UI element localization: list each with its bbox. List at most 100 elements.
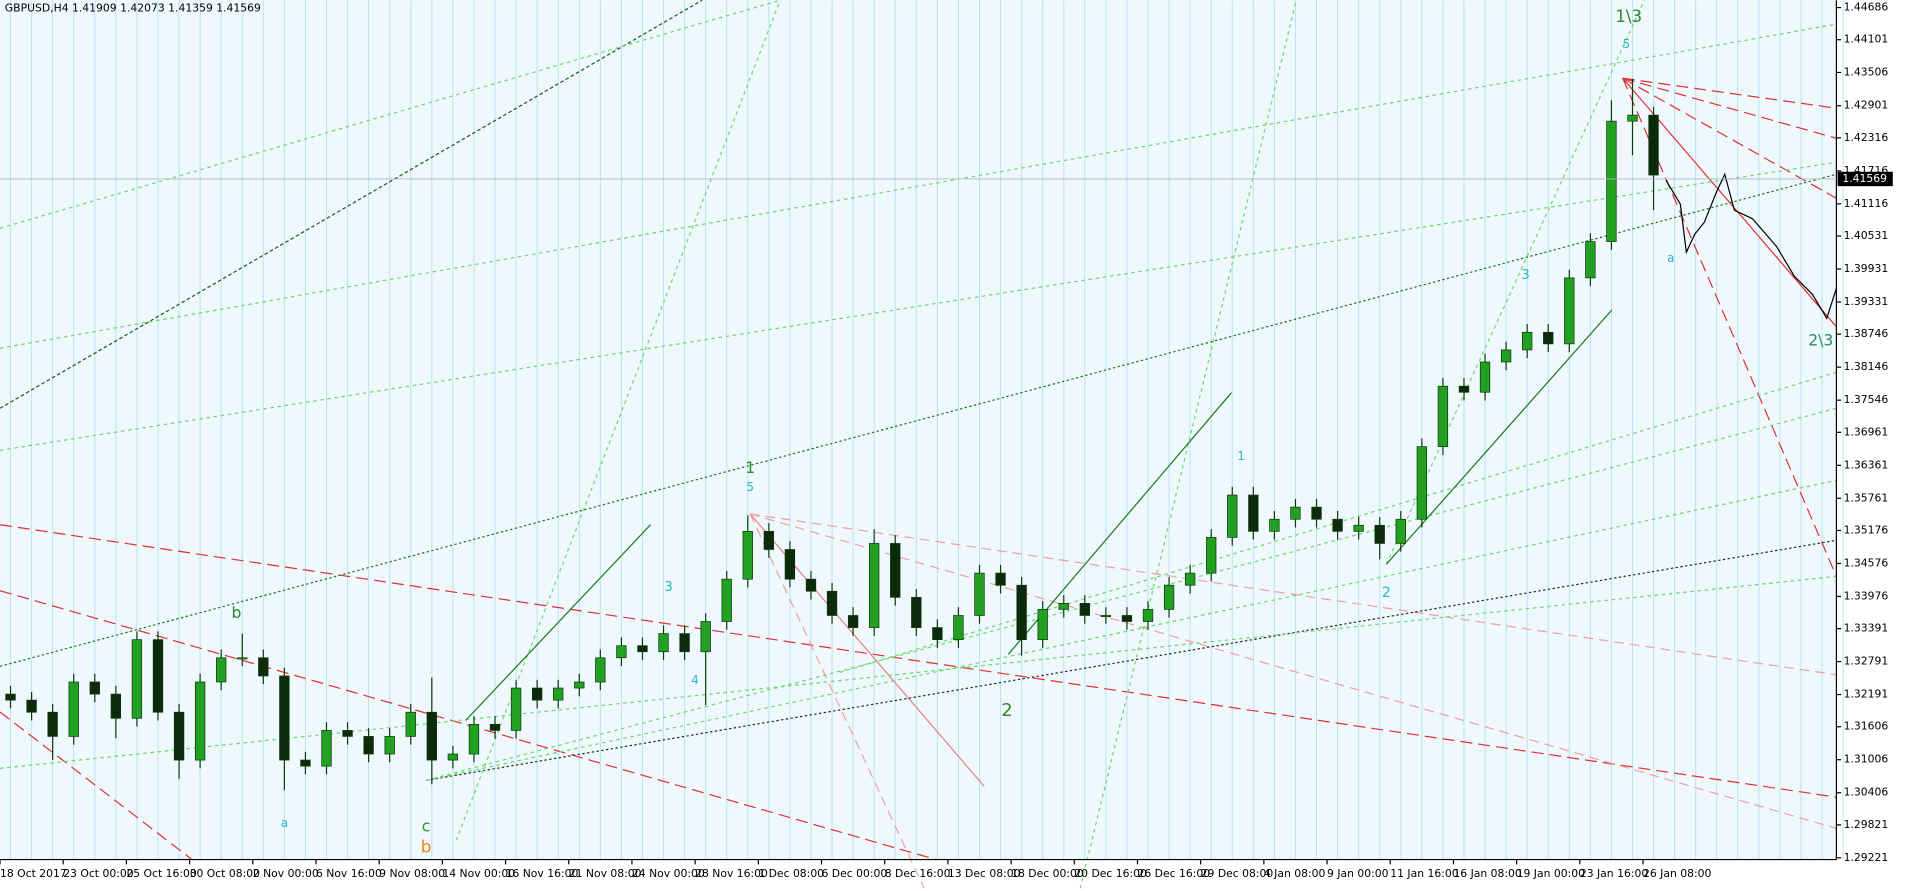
candle-body [173, 711, 185, 761]
candle-body [1353, 524, 1364, 532]
candle-body [1543, 331, 1554, 345]
forecast-path [1665, 172, 1837, 320]
candle-body [637, 645, 648, 653]
x-tick-label: 21 Nov 08:00 [569, 867, 642, 880]
y-tick-label: 1.40531 [1844, 229, 1889, 242]
candle-body [279, 675, 290, 761]
wave-label: 3 [1521, 268, 1529, 283]
candle-body [616, 645, 627, 659]
y-tick-label: 1.35176 [1844, 523, 1889, 536]
trend-line [455, 0, 781, 841]
x-tick-label: 16 Jan 08:00 [1453, 867, 1521, 880]
x-tick-label: 1 Dec 08:00 [758, 867, 824, 880]
candle-body [447, 753, 459, 761]
candle-body [237, 657, 248, 660]
candle-body [574, 681, 585, 689]
candle-body [742, 530, 753, 580]
y-tick-label: 1.36961 [1844, 425, 1889, 438]
y-tick-label: 1.41116 [1844, 197, 1889, 210]
candle-body [510, 687, 522, 731]
wave-label: 3 [664, 580, 672, 595]
wave-label: 1\3 [1615, 6, 1642, 26]
y-tick-label: 1.39931 [1844, 262, 1889, 275]
x-tick-label: 13 Dec 08:00 [948, 867, 1021, 880]
x-tick-label: 4 Jan 08:00 [1264, 867, 1326, 880]
candles [5, 78, 1659, 791]
trend-line [0, 23, 1837, 349]
y-tick-label: 1.43506 [1844, 65, 1889, 78]
candle-body [763, 530, 775, 550]
trend-line [0, 575, 1837, 769]
x-tick-label: 25 Oct 16:00 [126, 867, 197, 880]
chart-title: GBPUSD,H4 1.41909 1.42073 1.41359 1.4156… [5, 2, 261, 15]
x-tick-label: 20 Dec 16:00 [1074, 867, 1147, 880]
trend-line [0, 0, 781, 229]
candle-body [1479, 361, 1491, 393]
wave-label: 5 [746, 480, 754, 494]
trend-line [425, 407, 1837, 781]
candle-body [89, 681, 100, 695]
candle-body [1522, 331, 1533, 351]
candle-body [1416, 446, 1428, 520]
candle-body [152, 639, 164, 713]
candle-body [1269, 518, 1280, 532]
trend-line [0, 524, 1837, 798]
trend-line [1385, 309, 1613, 565]
wave-label: 1 [1237, 449, 1245, 463]
candle-body [784, 549, 796, 580]
candle-body [1311, 506, 1322, 520]
x-tick-label: 9 Jan 00:00 [1327, 867, 1389, 880]
y-tick-label: 1.30406 [1844, 786, 1889, 799]
wave-label: a [281, 816, 288, 830]
x-tick-label: 24 Nov 00:00 [632, 867, 705, 880]
trend-line [750, 513, 1837, 676]
candle-body [489, 723, 501, 731]
candle-body [1564, 277, 1575, 345]
trend-line [1079, 0, 1297, 889]
trend-line [425, 539, 1837, 781]
candle-body [258, 657, 269, 677]
candle-body [110, 693, 122, 719]
trend-line [425, 479, 1837, 781]
trend-line [0, 590, 937, 861]
y-tick-label: 1.44101 [1844, 33, 1889, 46]
candle-body [1585, 241, 1596, 279]
x-tick-label: 18 Dec 00:00 [1011, 867, 1084, 880]
trend-line [1622, 77, 1837, 139]
candle-body [995, 572, 1006, 586]
candle-body [131, 639, 143, 719]
candle-body [911, 596, 922, 628]
trend-line [749, 513, 925, 889]
y-tick-label: 1.35761 [1844, 491, 1889, 504]
current-price-box [1837, 171, 1893, 187]
candle-body [974, 572, 985, 616]
y-tick-label: 1.37546 [1844, 393, 1889, 406]
candle-body [1648, 114, 1659, 176]
candle-body [194, 681, 206, 761]
x-tick-label: 14 Nov 00:00 [442, 867, 515, 880]
candle-body [1458, 385, 1470, 393]
candle-body [1395, 518, 1406, 544]
x-tick-label: 9 Nov 08:00 [379, 867, 445, 880]
candle-body [1606, 120, 1617, 242]
candle-body [679, 633, 690, 653]
candle-body [384, 736, 395, 755]
trend-line [0, 0, 703, 409]
y-tick-label: 1.42316 [1844, 131, 1889, 144]
wave-label: 2 [1382, 585, 1391, 601]
x-tick-label: 2 Nov 00:00 [253, 867, 319, 880]
y-tick-label: 1.42901 [1844, 99, 1889, 112]
trend-line [0, 711, 193, 861]
y-tick-label: 1.33391 [1844, 622, 1889, 635]
candle-body [321, 730, 332, 767]
candle-body [1227, 494, 1238, 538]
candle-body [1142, 609, 1154, 622]
candle-body [1037, 609, 1048, 641]
trend-line [0, 161, 1837, 451]
y-tick-label: 1.44686 [1844, 1, 1889, 14]
candle-body [1121, 615, 1133, 622]
candle-body [1100, 615, 1112, 618]
x-tick-label: 6 Dec 00:00 [822, 867, 888, 880]
candle-body [363, 736, 374, 755]
x-tick-label: 8 Dec 16:00 [885, 867, 951, 880]
